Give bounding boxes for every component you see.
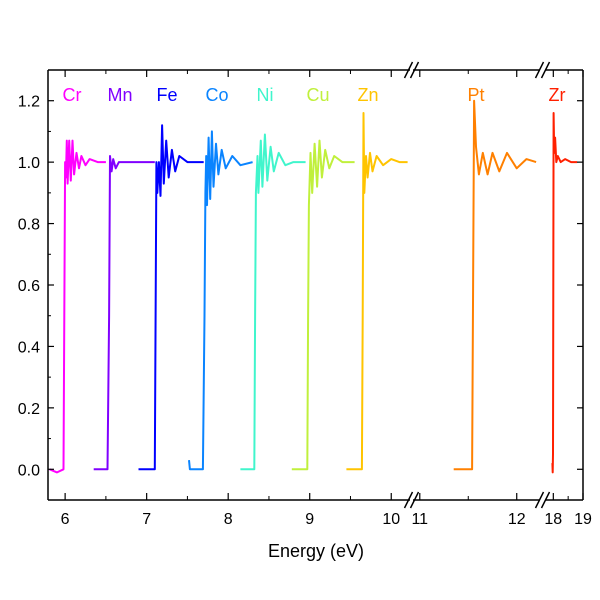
- series-label-mn: Mn: [107, 85, 132, 105]
- series-line-cu: [291, 139, 355, 471]
- series-line-pt: [453, 99, 537, 471]
- axis-break-mark: [409, 61, 420, 79]
- x-tick-label: 12: [508, 511, 526, 528]
- x-tick-label: 9: [305, 511, 314, 528]
- series-line-zr: [551, 112, 578, 474]
- x-tick-label: 10: [382, 511, 400, 528]
- series-label-ni: Ni: [257, 85, 274, 105]
- x-tick-label: 7: [142, 511, 151, 528]
- series-line-cr: [49, 139, 106, 474]
- x-axis-title: Energy (eV): [268, 541, 364, 561]
- y-tick-label: 1.2: [18, 94, 40, 111]
- axis-break-mark: [534, 491, 545, 509]
- axis-break-mark: [409, 491, 420, 509]
- y-tick-label: 0.8: [18, 217, 40, 234]
- series-label-cr: Cr: [63, 85, 82, 105]
- series-label-co: Co: [205, 85, 228, 105]
- series-label-fe: Fe: [156, 85, 177, 105]
- series-line-ni: [240, 133, 306, 471]
- series-label-zn: Zn: [357, 85, 378, 105]
- axis-break-mark: [540, 61, 551, 79]
- axis-break-mark: [534, 61, 545, 79]
- series-label-pt: Pt: [467, 85, 484, 105]
- x-tick-label: 6: [61, 511, 70, 528]
- series-label-zr: Zr: [549, 85, 566, 105]
- series-line-fe: [138, 124, 204, 471]
- x-tick-label: 11: [411, 511, 428, 528]
- series-line-mn: [93, 155, 155, 471]
- y-tick-label: 0.2: [18, 401, 40, 418]
- series-label-cu: Cu: [306, 85, 329, 105]
- axis-break-mark: [403, 491, 414, 509]
- y-tick-label: 0.6: [18, 278, 40, 295]
- y-tick-label: 0.0: [18, 462, 40, 479]
- y-tick-label: 1.0: [18, 155, 40, 172]
- axis-break-mark: [540, 491, 551, 509]
- x-tick-label: 18: [544, 511, 562, 528]
- axis-break-mark: [403, 61, 414, 79]
- x-tick-label: 19: [574, 511, 592, 528]
- x-tick-label: 8: [224, 511, 233, 528]
- series-line-co: [188, 130, 253, 471]
- y-tick-label: 0.4: [18, 339, 40, 356]
- series-line-zn: [346, 112, 408, 471]
